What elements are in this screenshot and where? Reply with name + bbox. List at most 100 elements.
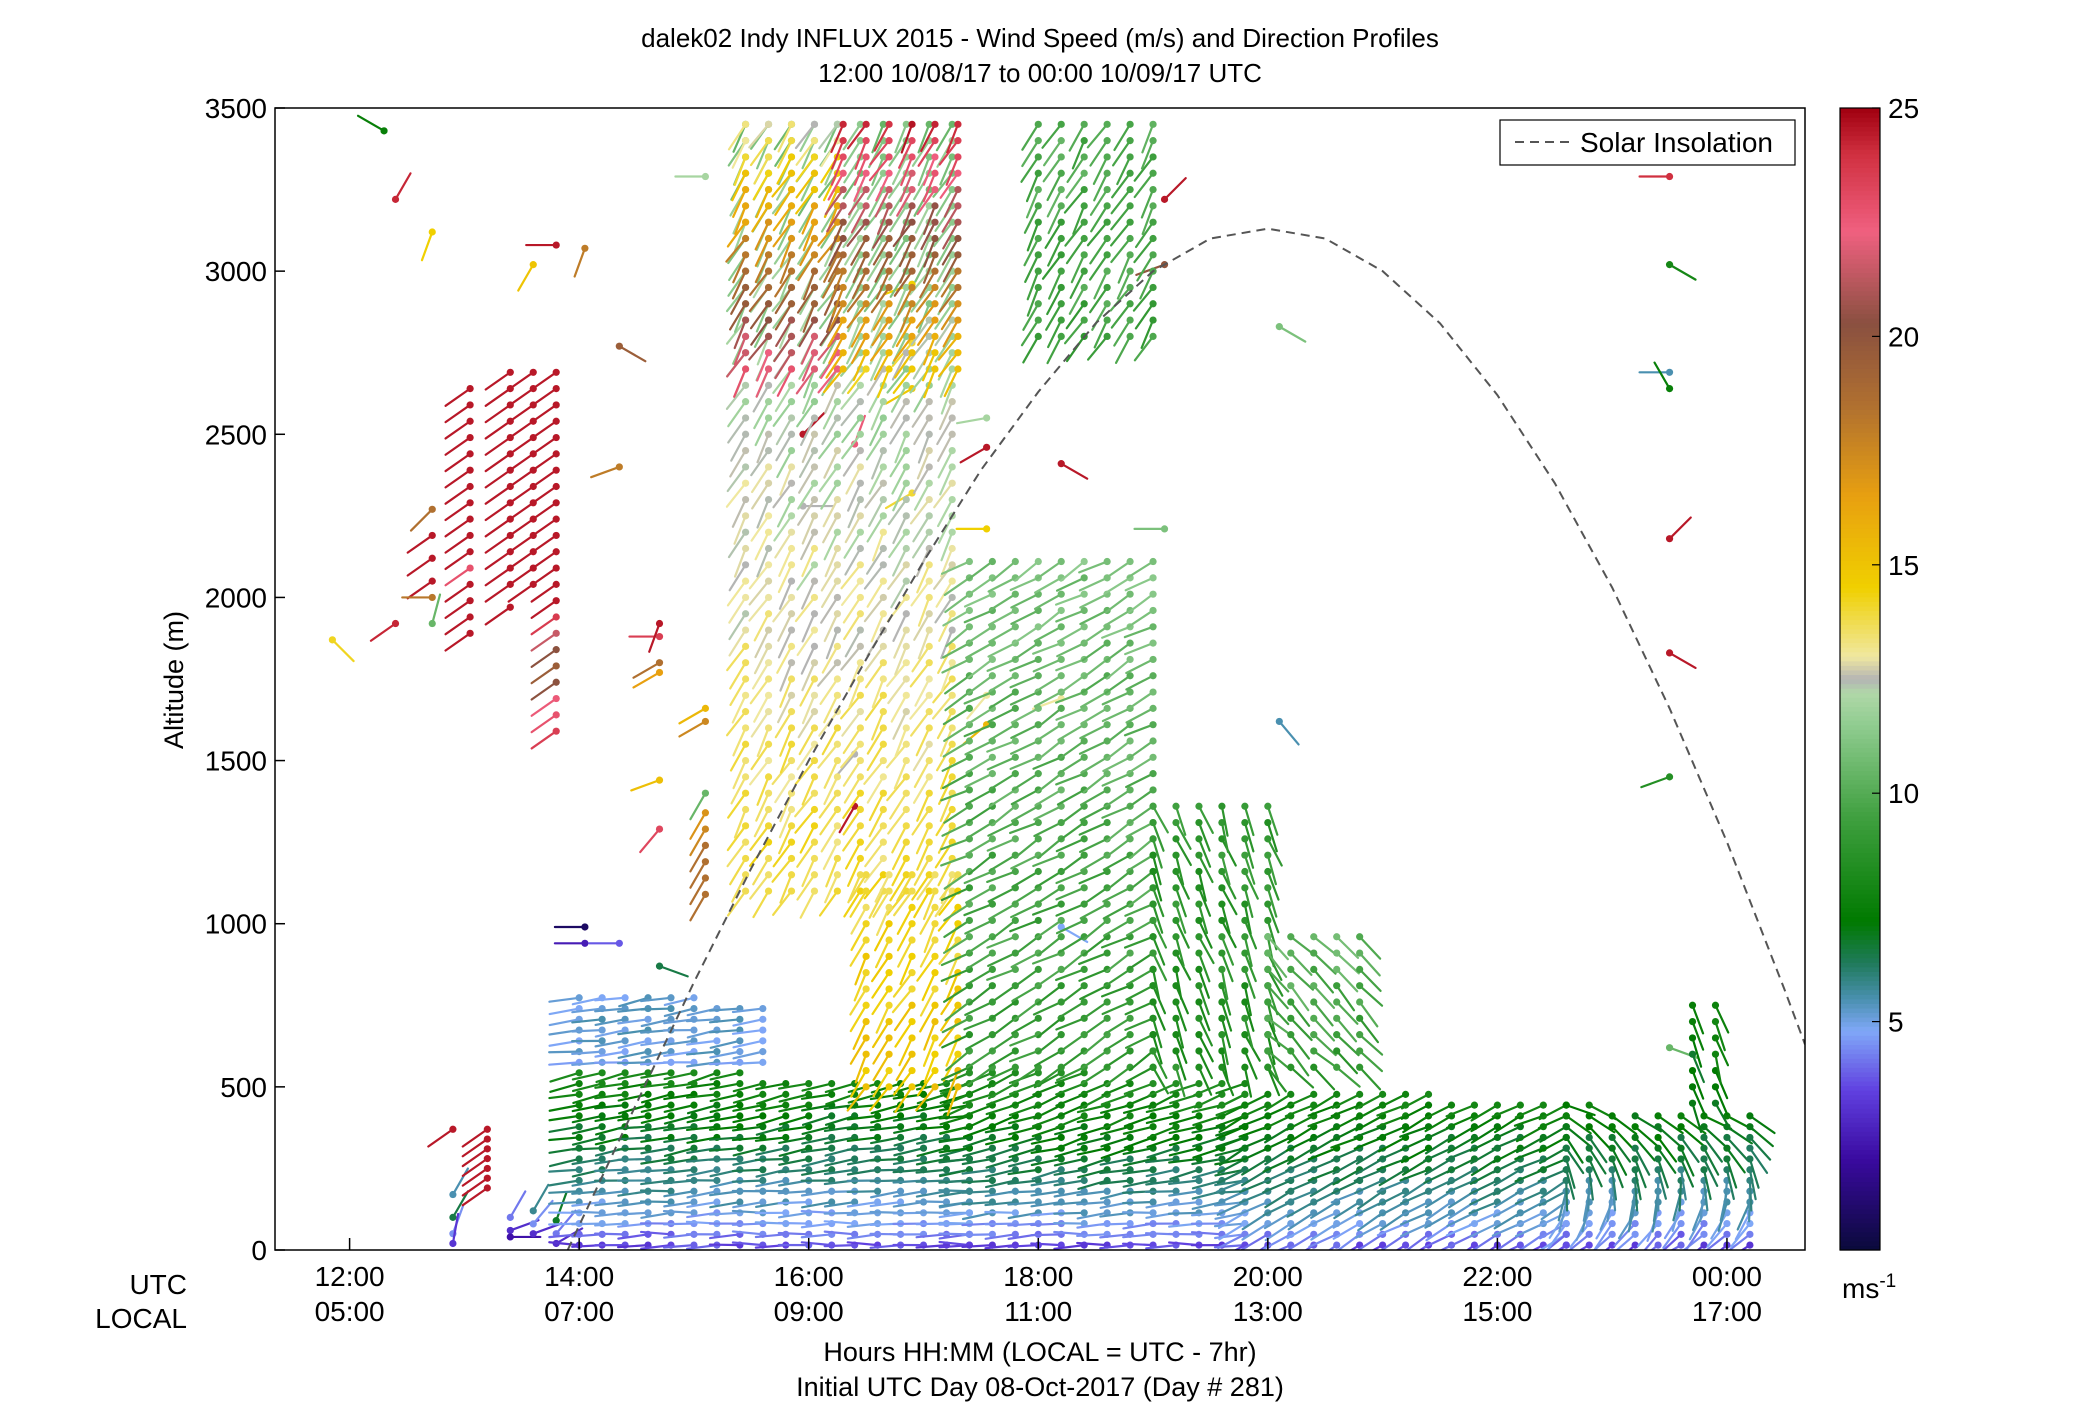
wind-barb-tail: [1423, 1233, 1453, 1249]
wind-barb-tail: [1266, 935, 1289, 961]
wind-barb-tail: [893, 1136, 925, 1147]
wind-barb-dot: [598, 1123, 606, 1131]
wind-barb-tail: [507, 452, 535, 473]
wind-barb-tail: [961, 1244, 994, 1249]
colorbar-band: [1840, 450, 1880, 456]
wind-barb-tail: [937, 645, 954, 674]
wind-barb-tail: [1218, 1114, 1246, 1133]
wind-barb-dot: [1241, 818, 1249, 827]
wind-barb-tail: [1104, 642, 1132, 663]
wind-barb-tail: [484, 452, 512, 473]
wind-barb-tail: [1030, 1136, 1063, 1145]
wind-barb-dot: [828, 1198, 836, 1206]
wind-barb-tail: [1310, 1222, 1338, 1241]
wind-barb-tail: [774, 531, 793, 559]
wind-barb-dot: [1172, 867, 1180, 876]
wind-barb-tail: [963, 1082, 994, 1097]
wind-barb-dot: [483, 1184, 491, 1192]
wind-barb-tail: [750, 710, 770, 738]
wind-barb-dot: [764, 495, 773, 504]
wind-barb-tail: [801, 351, 816, 382]
wind-barb-tail: [938, 286, 960, 313]
wind-barb-tail: [1547, 1222, 1568, 1250]
wind-barb-tail: [838, 805, 856, 834]
wind-barb-tail: [1679, 1157, 1695, 1188]
wind-barb-dot: [764, 512, 773, 520]
wind-barb-dot: [1149, 120, 1157, 128]
wind-barb-tail: [1071, 139, 1086, 170]
wind-barb-tail: [617, 1190, 650, 1197]
wind-barb-tail: [940, 951, 971, 967]
wind-barb-dot: [1562, 1123, 1570, 1131]
wind-barb-dot: [1264, 1230, 1272, 1238]
wind-barb-tail: [1009, 756, 1040, 771]
wind-barb-tail: [863, 857, 885, 884]
wind-barb-tail: [689, 860, 707, 889]
wind-barb-dot: [1126, 998, 1134, 1006]
wind-barb-tail: [1377, 1136, 1407, 1153]
wind-barb-tail: [1174, 821, 1192, 850]
wind-barb-dot: [1562, 1112, 1570, 1120]
wind-barb-tail: [827, 253, 845, 283]
wind-barb-dot: [902, 724, 910, 732]
wind-barb-tail: [1220, 854, 1231, 886]
wind-barb-tail: [732, 1039, 764, 1049]
wind-barb-dot: [621, 1090, 629, 1098]
wind-barb-tail: [941, 204, 960, 233]
wind-barb-dot: [506, 1233, 514, 1241]
wind-barb-dot: [810, 479, 819, 487]
wind-barb-dot: [1516, 1101, 1524, 1109]
wind-barb-tail: [1220, 1017, 1232, 1049]
colorbar-band: [1840, 391, 1880, 397]
wind-barb-tail: [1126, 560, 1155, 579]
wind-barb-dot: [965, 557, 974, 566]
wind-barb-tail: [1192, 1147, 1224, 1159]
wind-barb-tail: [986, 658, 1017, 672]
wind-barb-dot: [764, 381, 773, 389]
wind-barb-tail: [1081, 642, 1109, 662]
wind-barb-tail: [827, 318, 845, 348]
wind-barb-dot: [879, 675, 887, 683]
wind-barb-dot: [1264, 998, 1272, 1006]
wind-barb-tail: [663, 1157, 696, 1165]
wind-barb-tail: [1127, 739, 1155, 760]
wind-barb-dot: [759, 1004, 767, 1013]
wind-barb-tail: [1076, 1104, 1109, 1114]
wind-barb-dot: [1241, 1063, 1249, 1071]
colorbar-band: [1840, 1199, 1880, 1205]
wind-barb-tail: [1266, 1066, 1281, 1097]
wind-barb-tail: [963, 609, 994, 624]
wind-barb-dot: [1057, 557, 1065, 566]
wind-barb-dot: [1126, 655, 1134, 664]
colorbar-band: [1840, 742, 1880, 749]
wind-barb-dot: [908, 202, 916, 210]
wind-barb-dot: [1103, 120, 1111, 128]
wind-barb-dot: [741, 251, 750, 259]
wind-barb-tail: [406, 580, 434, 600]
wind-barb-dot: [925, 626, 933, 634]
wind-barb-tail: [943, 935, 971, 954]
wind-barb-tail: [1099, 1244, 1132, 1250]
wind-barb-tail: [941, 237, 960, 266]
wind-barb-tail: [1307, 1114, 1338, 1128]
wind-barb-tail: [825, 628, 839, 660]
colorbar-band: [1840, 802, 1880, 808]
wind-barb-tail: [733, 318, 747, 350]
wind-barb-tail: [777, 694, 793, 724]
wind-barb-dot: [1126, 267, 1134, 275]
wind-barb-dot: [1149, 574, 1157, 582]
wind-barb-dot: [1172, 1079, 1180, 1088]
wind-barb-tail: [943, 367, 960, 398]
wind-barb-dot: [1011, 1133, 1019, 1142]
wind-barb-dot: [942, 1166, 951, 1174]
colorbar-band: [1840, 605, 1880, 612]
wind-barb-tail: [1126, 854, 1155, 872]
wind-barb-tail: [1565, 1125, 1591, 1147]
colorbar-band: [1840, 1176, 1880, 1183]
wind-barb-dot: [988, 655, 996, 664]
wind-barb-tail: [1656, 1168, 1668, 1200]
wind-barb-dot: [552, 678, 560, 686]
wind-barb-tail: [818, 889, 839, 917]
wind-barb-dot: [1218, 884, 1226, 892]
wind-barb-dot: [1218, 998, 1226, 1006]
